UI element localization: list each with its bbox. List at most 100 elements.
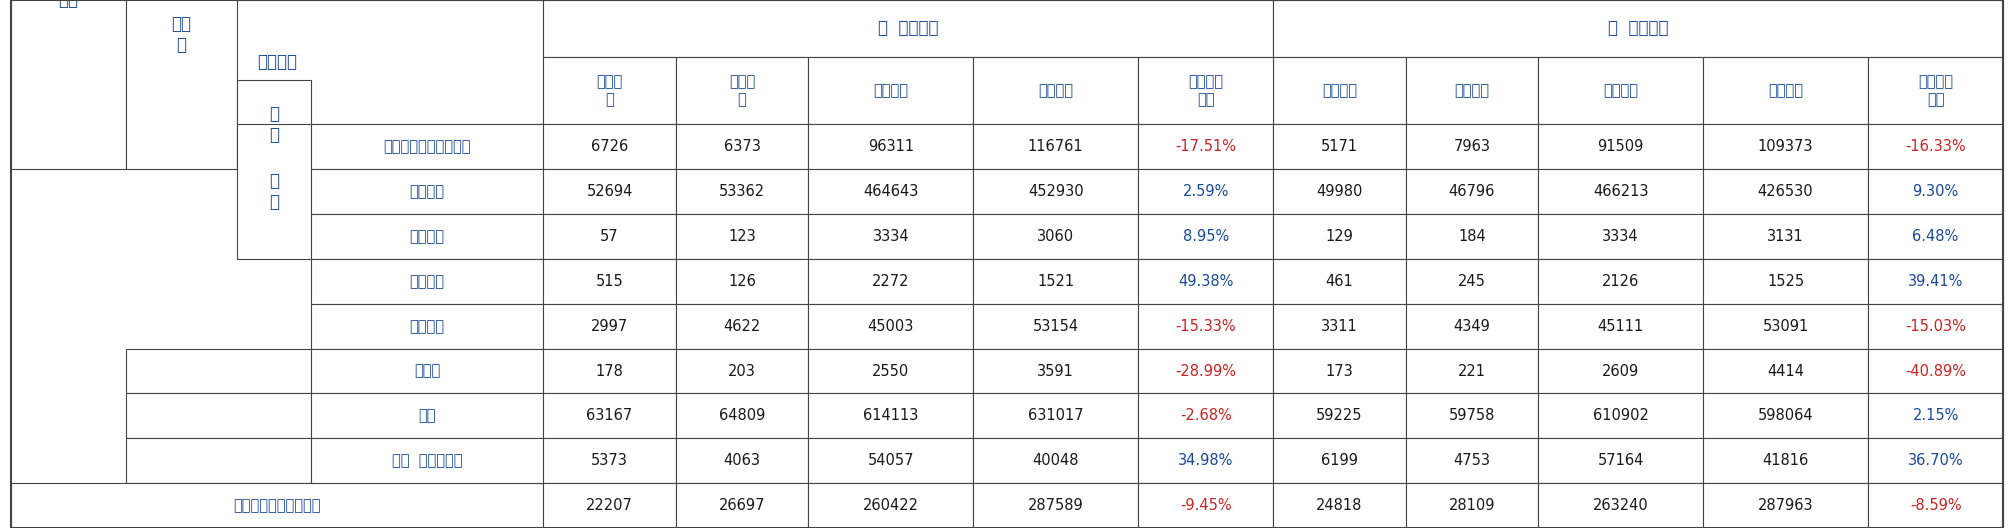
Bar [973,348,1138,393]
Text: 2.59%: 2.59% [1182,184,1229,199]
Text: 46796: 46796 [1448,184,1494,199]
Bar [1273,304,1406,348]
Bar [1273,348,1406,393]
Bar [10,483,544,528]
Text: 1525: 1525 [1766,274,1805,289]
Bar [1138,259,1273,304]
Text: 45003: 45003 [868,319,914,334]
Text: 53362: 53362 [719,184,765,199]
Bar [1273,56,1406,125]
Bar [677,125,808,169]
Text: 6726: 6726 [590,139,628,154]
Bar [1539,304,1704,348]
Bar [310,125,544,169]
Text: -15.03%: -15.03% [1905,319,1966,334]
Text: 41816: 41816 [1762,453,1809,468]
Bar [236,125,310,259]
Text: 466213: 466213 [1593,184,1647,199]
Text: 91509: 91509 [1597,139,1643,154]
Bar [544,0,1273,56]
Text: -17.51%: -17.51% [1176,139,1237,154]
Bar [677,259,808,304]
Bar [1539,56,1704,125]
Text: 184: 184 [1458,229,1486,244]
Bar [808,348,973,393]
Text: 63167: 63167 [586,408,632,423]
Text: 129: 129 [1325,229,1353,244]
Bar [973,125,1138,169]
Bar [10,0,544,125]
Bar [125,393,310,438]
Bar [1138,214,1273,259]
Text: 去年同期: 去年同期 [1454,83,1490,98]
Bar [1869,125,2004,169]
Text: 45111: 45111 [1597,319,1643,334]
Text: 9.30%: 9.30% [1913,184,1960,199]
Bar [1704,125,1869,169]
Bar [1273,169,1406,214]
Bar [973,483,1138,528]
Text: 109373: 109373 [1758,139,1813,154]
Bar [1704,304,1869,348]
Bar [677,56,808,125]
Bar [808,304,973,348]
Text: 销  量（辆）: 销 量（辆） [878,20,939,37]
Text: 5373: 5373 [592,453,628,468]
Text: 610902: 610902 [1593,408,1649,423]
Bar [310,393,544,438]
Bar [1704,393,1869,438]
Bar [1704,348,1869,393]
Text: 中重型货车（含福戴）: 中重型货车（含福戴） [383,139,471,154]
Text: 53091: 53091 [1762,319,1809,334]
Text: 40048: 40048 [1033,453,1080,468]
Bar [1869,393,2004,438]
Text: 452930: 452930 [1027,184,1084,199]
Bar [1869,56,2004,125]
Bar [1406,259,1539,304]
Bar [1273,214,1406,259]
Bar [677,348,808,393]
Text: 大型客车: 大型客车 [409,229,445,244]
Bar [1406,393,1539,438]
Bar [125,0,236,169]
Bar [1138,56,1273,125]
Text: 49.38%: 49.38% [1178,274,1233,289]
Bar [808,169,973,214]
Bar [310,259,544,304]
Text: 173: 173 [1325,364,1353,379]
Bar [1273,483,1406,528]
Text: 263240: 263240 [1593,498,1649,513]
Text: 7963: 7963 [1454,139,1490,154]
Bar [1273,438,1406,483]
Bar [1273,259,1406,304]
Bar [1273,0,2004,56]
Bar [544,56,677,125]
Bar [1406,304,1539,348]
Bar [1539,348,1704,393]
Text: 96311: 96311 [868,139,914,154]
Bar [1869,438,2004,483]
Bar [1869,259,2004,304]
Text: 本月数量: 本月数量 [1321,83,1357,98]
Bar [544,259,677,304]
Bar [1406,56,1539,125]
Text: 3591: 3591 [1037,364,1073,379]
Text: 28109: 28109 [1448,498,1494,513]
Bar [1539,259,1704,304]
Text: 3311: 3311 [1321,319,1357,334]
Text: 54057: 54057 [868,453,914,468]
Bar [1539,393,1704,438]
Text: 其中  新能源汽车: 其中 新能源汽车 [393,453,463,468]
Text: 产品类型: 产品类型 [258,53,298,71]
Text: 464643: 464643 [864,184,918,199]
Bar [1704,438,1869,483]
Text: 3334: 3334 [1603,229,1639,244]
Bar [1539,214,1704,259]
Text: 57: 57 [600,229,618,244]
Bar [808,393,973,438]
Text: 乘用车: 乘用车 [415,364,441,379]
Bar [1704,56,1869,125]
Bar [1539,483,1704,528]
Text: -9.45%: -9.45% [1180,498,1231,513]
Text: 产  量（辆）: 产 量（辆） [1607,20,1668,37]
